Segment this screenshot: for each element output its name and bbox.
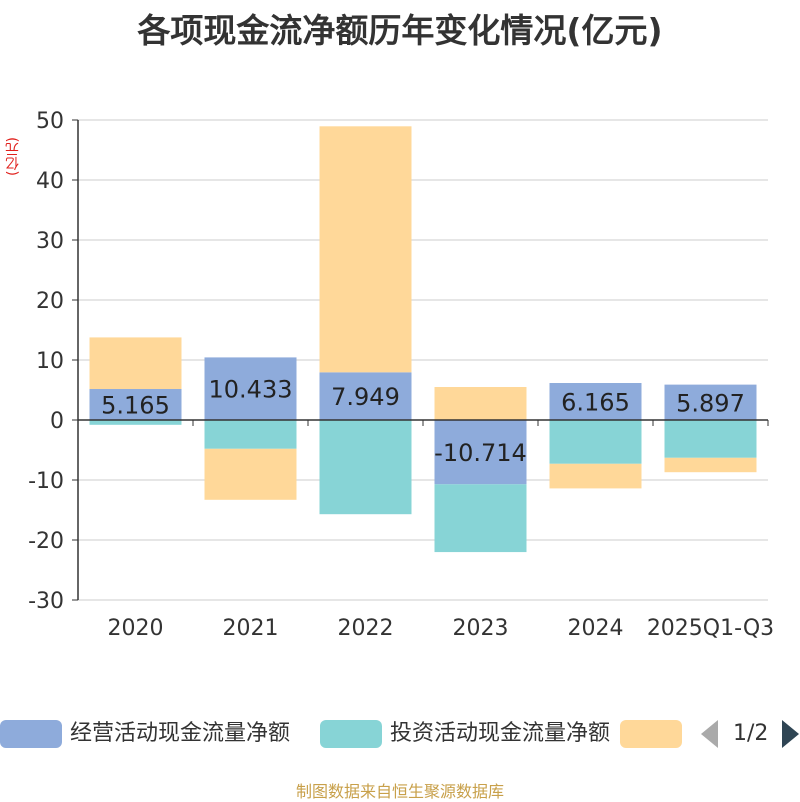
data-label: 7.949 xyxy=(331,383,400,411)
bar-series-1-2025Q1-Q3 xyxy=(664,420,757,458)
source-note: 制图数据来自恒生聚源数据库 xyxy=(295,782,504,801)
y-tick-label: 20 xyxy=(36,289,64,314)
data-label: 10.433 xyxy=(209,376,293,404)
legend-swatch xyxy=(0,720,62,748)
y-tick-label: 0 xyxy=(50,409,64,434)
y-tick-label: 50 xyxy=(36,109,64,134)
legend-page-indicator: 1/2 xyxy=(733,721,769,746)
data-label: 6.165 xyxy=(561,389,630,417)
bar-series-1-2020 xyxy=(89,420,182,425)
x-category-label: 2024 xyxy=(568,616,624,641)
data-label: 5.897 xyxy=(676,389,745,417)
legend-label: 投资活动现金流量净额 xyxy=(390,721,611,746)
legend-swatch xyxy=(620,720,682,748)
bar-series-2-2024 xyxy=(549,463,642,489)
y-tick-label: 30 xyxy=(36,229,64,254)
y-tick-label: -10 xyxy=(28,469,64,494)
bar-series-1-2021 xyxy=(204,420,297,449)
data-label: -10.714 xyxy=(434,439,527,467)
legend: 经营活动现金流量净额 投资活动现金流量净额 xyxy=(0,714,800,754)
legend-pager: 1/2 xyxy=(700,714,800,754)
bar-series-0-2021 xyxy=(204,357,297,420)
bar-series-2-2022 xyxy=(319,126,412,373)
chart-plot: 50 40 30 20 10 0 -10 -20 -30 5.165 10.433 7.949 -10.… xyxy=(28,109,774,641)
y-tick-label: -20 xyxy=(28,529,64,554)
legend-prev-page-icon[interactable] xyxy=(701,720,718,748)
bar-series-0-2024 xyxy=(549,383,642,420)
legend-label: 经营活动现金流量净额 xyxy=(70,721,291,746)
x-category-label: 2023 xyxy=(453,616,509,641)
bar-series-2-2021 xyxy=(204,448,297,500)
legend-swatch xyxy=(320,720,382,748)
bar-series-1-2023 xyxy=(434,484,527,553)
bar-series-2-2025Q1-Q3 xyxy=(664,457,757,473)
data-label: 5.165 xyxy=(101,392,170,420)
x-category-label: 2020 xyxy=(108,616,164,641)
bar-series-0-2025Q1-Q3 xyxy=(664,384,757,420)
x-category-label: 2025Q1-Q3 xyxy=(647,616,774,641)
bar-series-0-2020 xyxy=(89,389,182,420)
y-tick-label: 10 xyxy=(36,349,64,374)
chart-title: 各项现金流净额历年变化情况(亿元) xyxy=(137,11,663,50)
y-tick-label: -30 xyxy=(28,589,64,614)
bar-series-2-2023 xyxy=(434,387,527,420)
y-tick-label: 40 xyxy=(36,169,64,194)
bar-series-1-2024 xyxy=(549,420,642,464)
x-category-label: 2022 xyxy=(338,616,394,641)
legend-next-page-icon[interactable] xyxy=(782,720,799,748)
bar-series-0-2022 xyxy=(319,372,412,420)
bar-series-0-2023 xyxy=(434,420,527,485)
bar-series-2-2020 xyxy=(89,337,182,390)
bar-series-1-2022 xyxy=(319,420,412,515)
x-category-label: 2021 xyxy=(223,616,279,641)
